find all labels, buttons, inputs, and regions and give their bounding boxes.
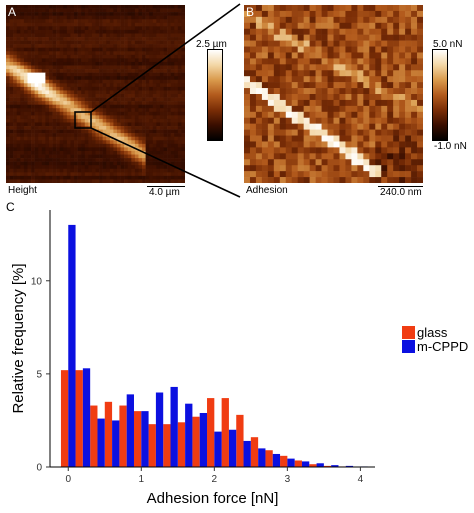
- bar-m-CPPD-5: [141, 411, 149, 467]
- panel-b-caption: Adhesion: [246, 185, 288, 196]
- bar-glass-17: [309, 464, 317, 467]
- bar-glass-18: [323, 465, 332, 467]
- bar-m-CPPD-0: [68, 224, 76, 467]
- bar-m-CPPD-7: [170, 386, 178, 467]
- bar-m-CPPD-12: [243, 440, 251, 467]
- panel-a-letter: A: [8, 5, 17, 19]
- panel-a-scalebar: [147, 186, 185, 187]
- panel-b-scalebar: [378, 186, 423, 187]
- bar-glass-15: [280, 455, 288, 467]
- panel-b-colorbar-min: -1.0 nN: [434, 141, 467, 152]
- bar-glass-12: [236, 414, 244, 467]
- bar-m-CPPD-2: [97, 418, 105, 467]
- x-tick-label-4: 4: [358, 474, 364, 485]
- bar-m-CPPD-1: [82, 368, 91, 467]
- panel-a: A: [6, 5, 185, 183]
- bar-glass-7: [163, 424, 171, 467]
- bar-m-CPPD-8: [185, 403, 193, 467]
- x-tick-label-0: 0: [65, 474, 71, 485]
- bar-m-CPPD-10: [214, 431, 222, 467]
- bar-m-CPPD-11: [228, 429, 237, 467]
- bar-glass-1: [75, 370, 83, 467]
- y-tick-label-5: 5: [36, 369, 42, 380]
- panel-a-colorbar: [207, 49, 223, 141]
- panel-a-colorbar-max: 2.5 µm: [196, 39, 227, 50]
- y-tick-label-0: 0: [36, 463, 42, 474]
- panel-a-scalebar-label: 4.0 µm: [149, 187, 180, 198]
- bar-glass-6: [148, 424, 156, 467]
- y-axis-label: Relative frequency [%]: [10, 263, 27, 413]
- bar-glass-4: [119, 405, 127, 467]
- panel-a-caption: Height: [8, 185, 37, 196]
- bar-m-CPPD-6: [155, 392, 164, 467]
- bar-glass-9: [192, 416, 200, 467]
- bar-glass-3: [104, 401, 113, 467]
- legend-label-m-CPPD: m-CPPD: [417, 339, 468, 354]
- bar-m-CPPD-17: [316, 463, 324, 467]
- bar-m-CPPD-14: [272, 453, 281, 467]
- x-tick-label-1: 1: [139, 474, 145, 485]
- bar-m-CPPD-4: [126, 394, 134, 467]
- plot-area: [60, 224, 368, 467]
- legend-swatch-m-CPPD: [402, 340, 415, 353]
- bar-m-CPPD-9: [199, 412, 208, 467]
- bar-m-CPPD-3: [112, 420, 120, 467]
- bar-glass-11: [221, 398, 229, 467]
- bar-glass-10: [207, 398, 215, 467]
- bar-glass-8: [177, 422, 186, 467]
- legend-swatch-glass: [402, 326, 415, 339]
- bar-m-CPPD-18: [331, 465, 339, 467]
- bar-m-CPPD-19: [345, 465, 354, 467]
- x-tick-label-2: 2: [212, 474, 218, 485]
- bar-glass-16: [294, 460, 302, 467]
- bar-glass-13: [250, 437, 259, 467]
- panel-b-colorbar: [432, 49, 448, 141]
- x-axis-label: Adhesion force [nN]: [147, 490, 279, 507]
- panel-b-colorbar-max: 5.0 nN: [433, 39, 463, 50]
- adhesion-histogram: 0 1 2 3 4 0 5 10 Adhesion force [nN] Relative fre…: [10, 210, 468, 507]
- x-tick-label-3: 3: [285, 474, 291, 485]
- legend-label-glass: glass: [417, 325, 448, 340]
- bar-glass-2: [90, 405, 98, 467]
- bar-m-CPPD-16: [301, 461, 310, 467]
- panel-b-scalebar-label: 240.0 nm: [380, 187, 422, 198]
- adhesion-map: [244, 5, 423, 183]
- height-map: [6, 5, 185, 183]
- y-tick-label-10: 10: [31, 276, 43, 287]
- bar-glass-5: [133, 411, 142, 467]
- panel-c-letter: C: [6, 200, 15, 214]
- bar-m-CPPD-15: [287, 458, 295, 467]
- panel-b-letter: B: [246, 5, 255, 19]
- bar-glass-14: [265, 450, 273, 467]
- bar-glass-0: [60, 370, 69, 467]
- bar-m-CPPD-13: [258, 448, 266, 467]
- panel-b: B: [244, 5, 423, 183]
